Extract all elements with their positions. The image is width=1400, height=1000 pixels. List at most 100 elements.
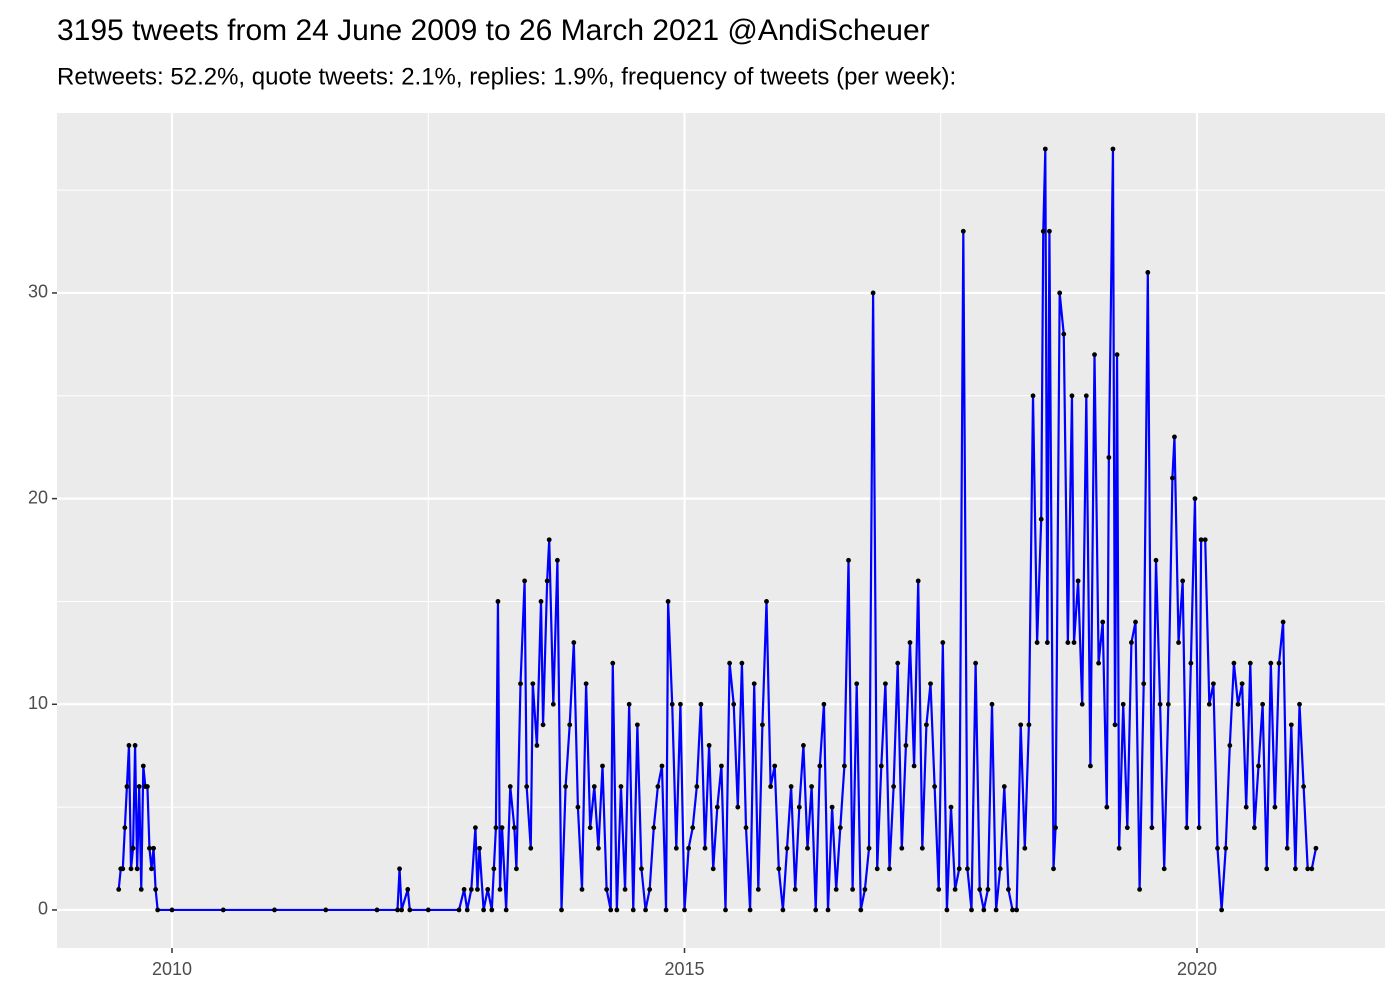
data-point bbox=[151, 845, 156, 851]
data-point bbox=[575, 804, 581, 810]
data-point bbox=[530, 681, 536, 687]
data-point bbox=[495, 599, 501, 604]
data-point bbox=[1030, 393, 1036, 399]
data-point bbox=[870, 290, 876, 296]
data-point bbox=[659, 763, 665, 769]
data-point bbox=[1018, 722, 1024, 728]
data-point bbox=[969, 907, 974, 913]
data-point bbox=[534, 743, 540, 748]
data-point bbox=[1180, 578, 1186, 584]
data-point bbox=[1231, 660, 1237, 666]
data-point bbox=[485, 886, 491, 892]
data-point bbox=[555, 557, 560, 563]
data-point bbox=[915, 578, 921, 584]
data-point bbox=[1223, 845, 1229, 851]
data-point bbox=[544, 578, 550, 584]
data-point bbox=[772, 763, 778, 769]
data-point bbox=[272, 907, 277, 913]
data-point bbox=[883, 681, 888, 687]
data-point bbox=[928, 681, 933, 687]
data-point bbox=[583, 681, 589, 687]
data-point bbox=[546, 537, 552, 543]
data-point bbox=[1069, 393, 1075, 399]
data-point bbox=[710, 866, 716, 872]
data-point bbox=[1124, 825, 1130, 831]
data-point bbox=[1239, 681, 1245, 687]
data-point bbox=[1071, 640, 1077, 645]
data-point bbox=[1006, 886, 1011, 892]
data-point bbox=[1219, 907, 1225, 913]
y-tick-label: 30 bbox=[28, 282, 48, 302]
data-point bbox=[792, 886, 798, 892]
data-point bbox=[116, 886, 122, 892]
data-point bbox=[1133, 619, 1138, 625]
chart-subtitle: Retweets: 52.2%, quote tweets: 2.1%, rep… bbox=[57, 63, 956, 90]
data-point bbox=[511, 825, 517, 831]
data-point bbox=[1280, 619, 1286, 625]
data-point bbox=[907, 640, 913, 645]
data-point bbox=[932, 784, 938, 789]
data-point bbox=[956, 866, 962, 872]
data-point bbox=[833, 886, 839, 892]
data-point bbox=[1305, 866, 1311, 872]
data-point bbox=[1100, 619, 1106, 625]
data-point bbox=[1157, 701, 1163, 707]
data-point bbox=[397, 866, 402, 872]
data-point bbox=[751, 681, 757, 687]
data-point bbox=[940, 640, 946, 645]
data-point bbox=[846, 557, 851, 563]
data-point bbox=[1083, 393, 1089, 399]
data-point bbox=[522, 578, 528, 584]
data-point bbox=[784, 845, 790, 851]
y-tick-label: 0 bbox=[38, 899, 48, 919]
data-point bbox=[153, 886, 159, 892]
data-point bbox=[634, 722, 640, 728]
data-point bbox=[899, 845, 905, 851]
data-point bbox=[739, 660, 745, 666]
data-point bbox=[550, 701, 556, 707]
data-point bbox=[1211, 681, 1216, 687]
data-point bbox=[1227, 743, 1233, 748]
data-point bbox=[1149, 825, 1155, 831]
data-point bbox=[591, 784, 597, 789]
data-point bbox=[1114, 352, 1120, 358]
data-point bbox=[507, 784, 513, 789]
data-point bbox=[524, 784, 530, 789]
data-point bbox=[538, 599, 544, 604]
data-point bbox=[120, 866, 126, 872]
data-point bbox=[1034, 640, 1040, 645]
data-point bbox=[944, 907, 950, 913]
data-point bbox=[985, 886, 991, 892]
data-point bbox=[622, 886, 628, 892]
data-point bbox=[837, 825, 843, 831]
data-point bbox=[1268, 660, 1274, 666]
data-point bbox=[122, 825, 128, 831]
data-point bbox=[1235, 701, 1241, 707]
data-point bbox=[604, 886, 610, 892]
data-point bbox=[850, 886, 856, 892]
data-point bbox=[817, 763, 823, 769]
data-point bbox=[499, 825, 505, 831]
data-point bbox=[1120, 701, 1126, 707]
data-point bbox=[1042, 146, 1048, 152]
data-point bbox=[1053, 825, 1058, 831]
data-point bbox=[1165, 701, 1171, 707]
data-point bbox=[1065, 640, 1071, 645]
data-point bbox=[220, 907, 226, 913]
data-point bbox=[948, 804, 954, 810]
data-point bbox=[468, 886, 474, 892]
data-point bbox=[874, 866, 880, 872]
data-point bbox=[1079, 701, 1085, 707]
data-point bbox=[559, 907, 564, 913]
data-point bbox=[788, 784, 794, 789]
data-point bbox=[1088, 763, 1093, 769]
data-point bbox=[647, 886, 653, 892]
data-point bbox=[690, 825, 696, 831]
data-point bbox=[1264, 866, 1270, 872]
data-point bbox=[663, 907, 669, 913]
data-point bbox=[481, 907, 487, 913]
data-point bbox=[399, 907, 405, 913]
data-point bbox=[1202, 537, 1208, 543]
data-point bbox=[461, 886, 467, 892]
data-point bbox=[610, 660, 616, 666]
